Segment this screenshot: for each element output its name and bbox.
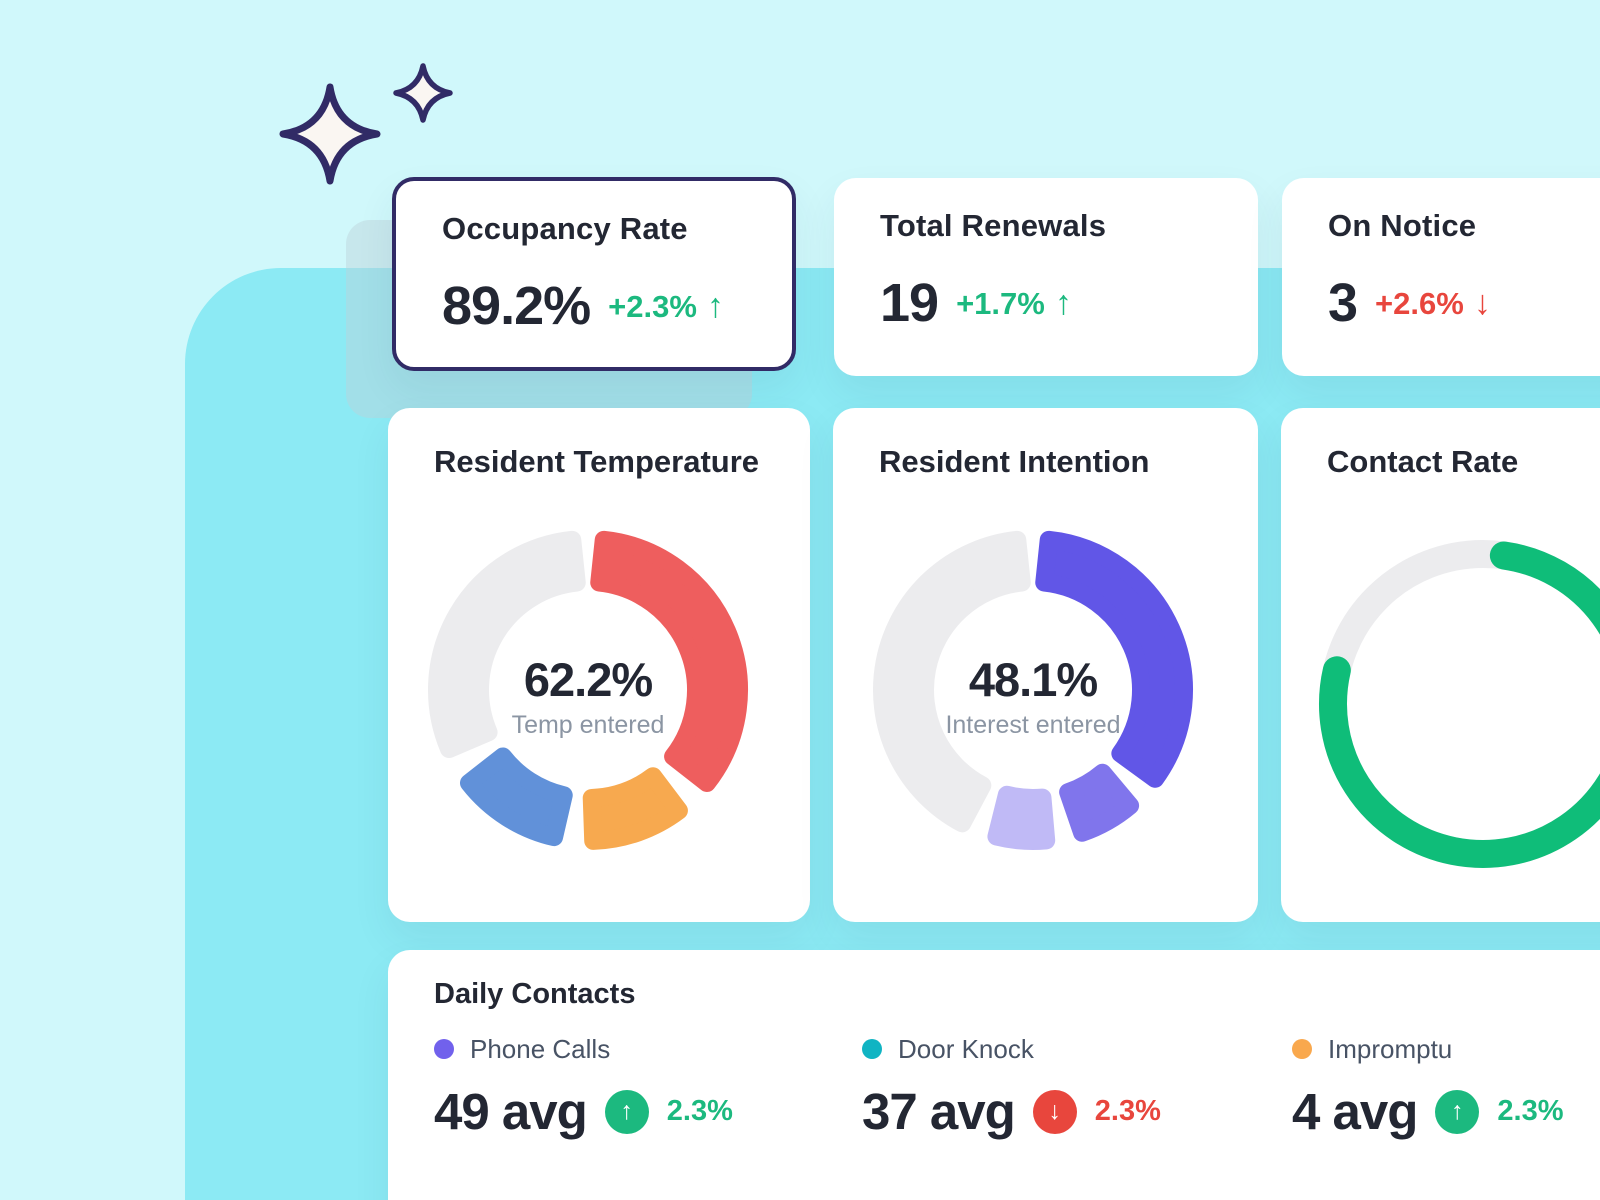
stat-delta: +1.7% ↑ (956, 286, 1072, 320)
trend-arrow-icon: ↓ (1473, 284, 1491, 322)
contact-value: 49 avg (434, 1083, 588, 1140)
stat-card-title: On Notice (1328, 208, 1477, 243)
occupancy-rate-card[interactable]: Occupancy Rate 89.2% +2.3% ↑ (392, 177, 796, 371)
trend-badge: ↓ (1032, 1089, 1077, 1134)
contact-value: 4 avg (1292, 1083, 1418, 1140)
stat-delta-text: +2.3% (608, 288, 697, 324)
contact-delta: 2.3% (1094, 1095, 1161, 1127)
trend-arrow-icon: ↑ (1054, 284, 1072, 322)
stat-value-row: 19 +1.7% ↑ (880, 276, 1072, 330)
stat-delta-text: +2.6% (1375, 285, 1464, 321)
stat-card-value: 3 (1328, 273, 1358, 333)
legend-row: Impromptu (1292, 1036, 1564, 1062)
resident-temperature-donut-chart (428, 530, 748, 850)
contact-rate-ring-chart (1319, 540, 1600, 868)
trend-badge: ↑ (1435, 1089, 1480, 1134)
contact-rate-card: Contact Rate (1281, 408, 1600, 922)
contact-value-row: 4 avg ↑ 2.3% (1292, 1086, 1564, 1137)
stat-card-title: Occupancy Rate (442, 211, 688, 246)
contact-value: 37 avg (862, 1083, 1016, 1140)
donut-center-text: 48.1% Interest entered (873, 656, 1193, 738)
legend-row: Phone Calls (434, 1036, 733, 1062)
stat-delta: +2.6% ↓ (1375, 286, 1491, 320)
on-notice-card[interactable]: On Notice 3 +2.6% ↓ (1282, 178, 1600, 376)
legend-row: Door Knock (862, 1036, 1161, 1062)
daily-contacts-title: Daily Contacts (434, 978, 636, 1010)
resident-intention-donut-chart (873, 530, 1193, 850)
total-renewals-card[interactable]: Total Renewals 19 +1.7% ↑ (834, 178, 1258, 376)
legend-dot (434, 1039, 454, 1059)
legend-label: Door Knock (898, 1034, 1034, 1064)
chart-card-title: Resident Temperature (434, 444, 760, 479)
contact-value-row: 49 avg ↑ 2.3% (434, 1086, 733, 1137)
contact-value-row: 37 avg ↓ 2.3% (862, 1086, 1161, 1137)
donut-center-label: Interest entered (945, 711, 1121, 739)
donut-center-label: Temp entered (511, 711, 665, 739)
contact-group-door-knock: Door Knock 37 avg ↓ 2.3% (862, 1036, 1161, 1137)
stat-card-value: 89.2% (442, 276, 591, 336)
resident-intention-card: Resident Intention 48.1% Interest entere… (833, 408, 1258, 922)
daily-contacts-card: Daily Contacts Phone Calls 49 avg ↑ 2.3%… (388, 950, 1600, 1200)
legend-dot (1292, 1039, 1312, 1059)
contact-delta: 2.3% (666, 1095, 733, 1127)
stat-value-row: 89.2% +2.3% ↑ (442, 279, 724, 333)
legend-label: Phone Calls (470, 1034, 611, 1064)
donut-center-value: 62.2% (523, 653, 653, 706)
legend-dot (862, 1039, 882, 1059)
stat-card-value: 19 (880, 273, 939, 333)
trend-badge: ↑ (604, 1089, 649, 1134)
donut-center-text: 62.2% Temp entered (428, 656, 748, 738)
legend-label: Impromptu (1328, 1034, 1453, 1064)
contact-delta: 2.3% (1497, 1095, 1564, 1127)
contact-group-impromptu: Impromptu 4 avg ↑ 2.3% (1292, 1036, 1564, 1137)
sparkle-large-icon (279, 83, 381, 185)
stat-value-row: 3 +2.6% ↓ (1328, 276, 1491, 330)
contact-group-phone-calls: Phone Calls 49 avg ↑ 2.3% (434, 1036, 733, 1137)
stat-delta: +2.3% ↑ (608, 289, 724, 323)
sparkles-decoration (279, 63, 453, 185)
stat-card-title: Total Renewals (880, 208, 1107, 243)
stat-delta-text: +1.7% (956, 285, 1045, 321)
trend-arrow-icon: ↑ (706, 287, 724, 325)
sparkle-small-icon (393, 63, 453, 123)
chart-card-title: Contact Rate (1327, 444, 1519, 479)
chart-card-title: Resident Intention (879, 444, 1150, 479)
resident-temperature-card: Resident Temperature 62.2% Temp entered (388, 408, 810, 922)
donut-center-value: 48.1% (968, 653, 1098, 706)
